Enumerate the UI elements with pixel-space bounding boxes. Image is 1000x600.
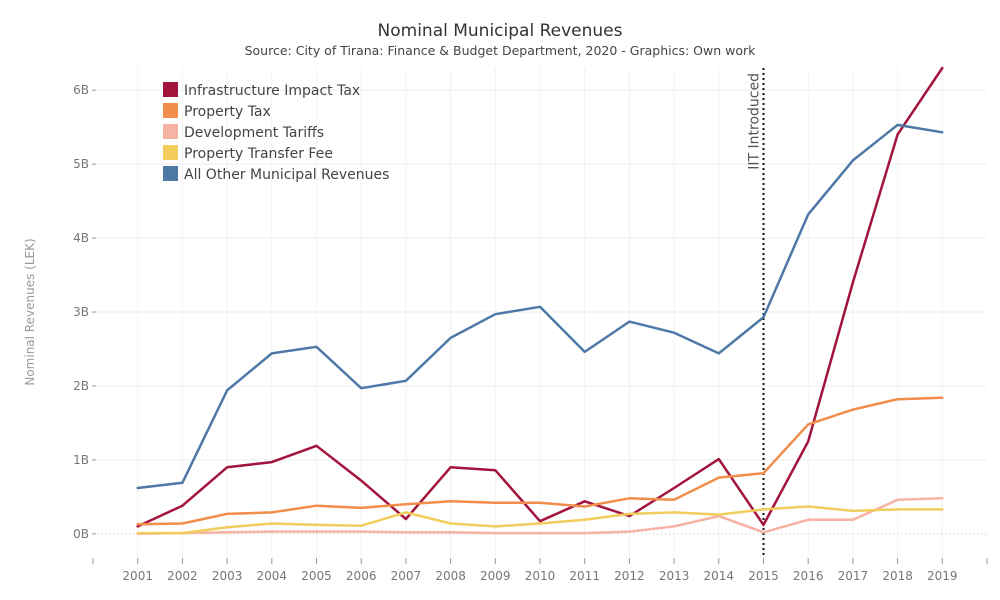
series-line-infrastructure-impact-tax xyxy=(136,66,944,528)
y-tick-label: 6B xyxy=(73,83,89,97)
x-tick-label: 2014 xyxy=(704,569,735,583)
axes: 0B 1B 2B 3B 4B 5B 6B 2001 2002 2003 2004 2005 2006 20… xyxy=(73,83,988,583)
x-tick-label: 2004 xyxy=(257,569,288,583)
x-tick-label: 2002 xyxy=(167,569,198,583)
legend-label: Infrastructure Impact Tax xyxy=(184,83,360,99)
series-line-all-other-municipal-revenues xyxy=(136,123,944,490)
chart-subtitle: Source: City of Tirana: Finance & Budget… xyxy=(245,43,757,58)
x-tick-label: 2008 xyxy=(435,569,466,583)
legend-swatch xyxy=(163,103,178,118)
x-tick-label: 2019 xyxy=(927,569,958,583)
legend: Infrastructure Impact Tax Property Tax Dev… xyxy=(163,82,389,183)
x-tick-label: 2006 xyxy=(346,569,377,583)
x-tick-label: 2001 xyxy=(122,569,153,583)
y-tick-label: 3B xyxy=(73,305,89,319)
x-tick-label: 2018 xyxy=(882,569,913,583)
x-tick-label: 2009 xyxy=(480,569,511,583)
y-tick-label: 2B xyxy=(73,379,89,393)
legend-label: All Other Municipal Revenues xyxy=(184,167,389,183)
series-line-development-tariffs xyxy=(136,497,944,536)
legend-label: Property Transfer Fee xyxy=(184,146,333,162)
legend-label: Property Tax xyxy=(184,104,271,120)
y-tick-label: 5B xyxy=(73,157,89,171)
annotation-label: IIT Introduced xyxy=(747,73,763,170)
y-tick-label: 4B xyxy=(73,231,89,245)
x-tick-label: 2003 xyxy=(212,569,243,583)
series-group xyxy=(136,66,944,536)
x-tick-label: 2015 xyxy=(748,569,779,583)
x-tick-label: 2007 xyxy=(391,569,422,583)
legend-swatch xyxy=(163,82,178,97)
grid xyxy=(93,68,987,556)
legend-swatch xyxy=(163,145,178,160)
x-tick-label: 2011 xyxy=(569,569,600,583)
annotations: IIT Introduced xyxy=(747,68,765,556)
x-tick-label: 2016 xyxy=(793,569,824,583)
chart-title: Nominal Municipal Revenues xyxy=(378,21,623,41)
y-axis-label: Nominal Revenues (LEK) xyxy=(23,238,37,385)
x-tick-label: 2012 xyxy=(614,569,645,583)
x-tick-label: 2017 xyxy=(838,569,869,583)
x-tick-label: 2013 xyxy=(659,569,690,583)
legend-swatch xyxy=(163,124,178,139)
legend-label: Development Tariffs xyxy=(184,125,324,141)
series-line-property-transfer-fee xyxy=(136,505,944,535)
y-tick-label: 0B xyxy=(73,527,89,541)
x-tick-label: 2010 xyxy=(525,569,556,583)
x-tick-label: 2005 xyxy=(301,569,332,583)
series-line-property-tax xyxy=(136,396,944,526)
y-tick-label: 1B xyxy=(73,453,89,467)
legend-swatch xyxy=(163,166,178,181)
